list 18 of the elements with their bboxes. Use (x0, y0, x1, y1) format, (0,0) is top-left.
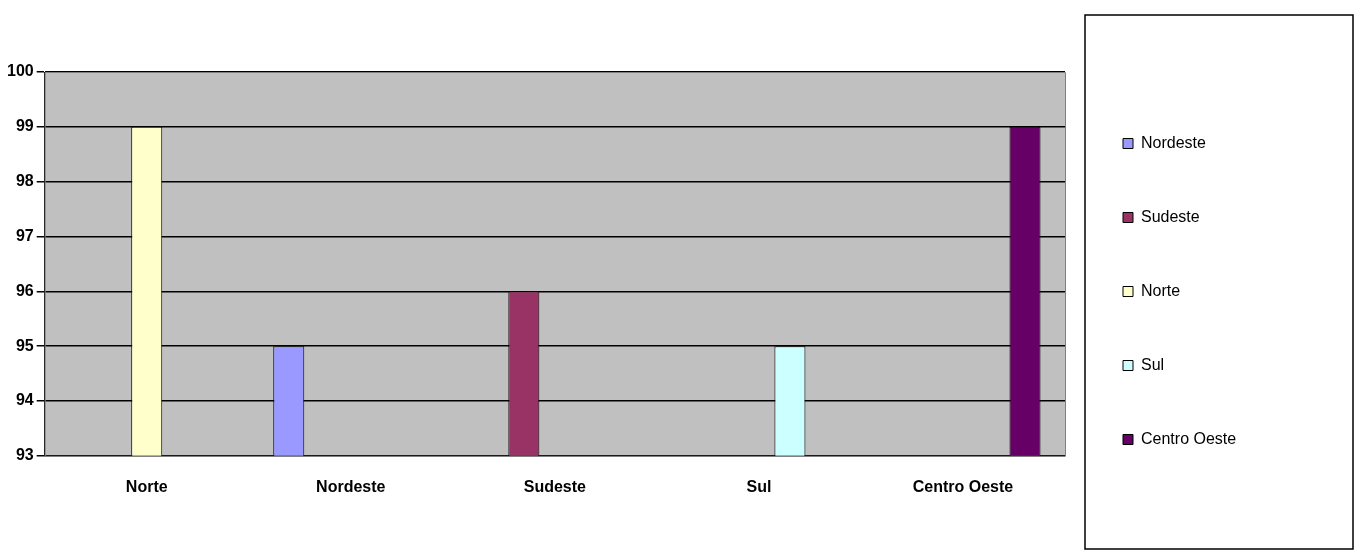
legend-label: Sudeste (1141, 207, 1200, 225)
y-tick-label: 97 (15, 226, 34, 244)
x-tick-label: Centro Oeste (912, 477, 1014, 495)
y-tick-label: 93 (15, 446, 34, 464)
legend-label: Centro Oeste (1141, 429, 1237, 447)
y-tick-label: 99 (15, 117, 34, 135)
y-tick-label: 95 (15, 336, 34, 354)
y-tick-label: 94 (15, 391, 34, 409)
x-tick-label: Sul (746, 477, 772, 495)
legend-label: Norte (1141, 281, 1181, 299)
y-tick-label: 96 (15, 281, 34, 299)
legend-label: Nordeste (1141, 133, 1207, 151)
x-tick-label: Nordeste (316, 477, 386, 495)
legend-label: Sul (1141, 355, 1165, 373)
y-tick-label: 100 (6, 62, 34, 80)
x-tick-label: Norte (125, 477, 168, 495)
x-tick-label: Sudeste (523, 477, 587, 495)
y-tick-label: 98 (15, 172, 34, 190)
